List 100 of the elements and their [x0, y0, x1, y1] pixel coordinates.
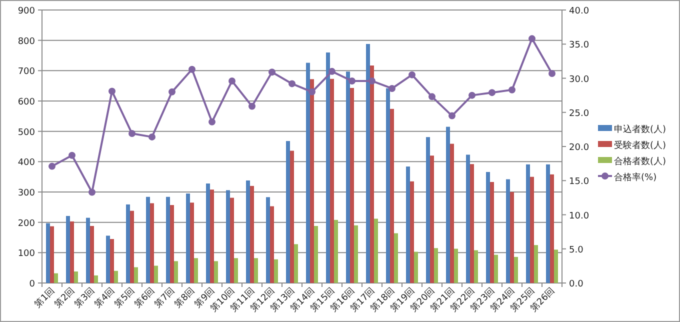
point: [208, 118, 216, 126]
y2-tick-label: 25.0: [569, 108, 590, 119]
bar: [450, 144, 454, 283]
bar: [430, 156, 434, 283]
point: [428, 93, 436, 100]
bar: [194, 258, 198, 283]
bar: [466, 154, 470, 283]
bar: [526, 164, 530, 283]
bar: [274, 259, 278, 283]
bar: [86, 218, 90, 283]
bar: [314, 226, 318, 283]
legend-label: 合格者数(人): [614, 156, 666, 167]
bar: [174, 261, 178, 283]
bar: [330, 78, 334, 283]
y2-tick-label: 20.0: [569, 143, 590, 153]
bar: [250, 186, 254, 283]
bar: [510, 192, 514, 283]
bar: [434, 248, 438, 283]
bar: [50, 226, 54, 283]
bar: [230, 198, 234, 283]
bar: [206, 184, 210, 283]
point: [388, 84, 396, 92]
legend-label: 合格率(%): [614, 172, 657, 183]
bar: [290, 150, 294, 283]
point: [68, 152, 76, 159]
y2-tick-label: 15.0: [569, 177, 590, 188]
bar: [226, 190, 230, 283]
bar: [490, 182, 494, 283]
point: [148, 133, 156, 140]
y-tick-label: 600: [18, 98, 36, 108]
bar: [246, 180, 250, 283]
point: [448, 112, 456, 120]
bar: [154, 266, 158, 283]
bar: [354, 225, 358, 283]
bar: [186, 194, 190, 283]
bar: [94, 275, 98, 283]
point: [328, 68, 336, 75]
point: [288, 80, 296, 88]
bar: [54, 273, 58, 283]
bar: [214, 261, 218, 283]
bar: [494, 254, 498, 283]
bar: [110, 239, 114, 283]
bar: [550, 174, 554, 283]
y2-tick-label: 30.0: [569, 74, 590, 85]
y-tick-label: 300: [18, 188, 36, 198]
bar: [90, 226, 94, 283]
y-tick-label: 800: [18, 36, 36, 47]
bar: [386, 88, 390, 283]
bar: [554, 250, 558, 283]
bar: [370, 66, 374, 283]
bar: [270, 206, 274, 283]
bar: [410, 181, 414, 283]
y-tick-label: 100: [18, 249, 36, 260]
y-tick-label: 900: [18, 6, 36, 16]
y-tick-label: 700: [18, 67, 36, 78]
bar: [166, 196, 170, 283]
bar: [546, 164, 550, 283]
bar: [426, 137, 430, 283]
bar: [486, 172, 490, 283]
y-tick-label: 200: [18, 218, 36, 229]
point: [408, 71, 416, 78]
bar: [286, 141, 290, 283]
point: [188, 66, 196, 73]
bar: [114, 270, 118, 283]
bar: [366, 44, 370, 283]
bar: [210, 190, 214, 283]
y-tick-label: 500: [18, 128, 36, 138]
point: [248, 102, 256, 110]
bar: [514, 256, 518, 283]
point: [488, 89, 496, 96]
bar: [126, 204, 130, 283]
point: [368, 77, 376, 84]
point: [348, 77, 356, 84]
bar: [170, 205, 174, 283]
y-tick-label: 0: [29, 280, 36, 290]
bar: [346, 72, 350, 283]
bar: [254, 258, 258, 283]
bar: [530, 176, 534, 283]
bar: [46, 223, 50, 283]
bar: [134, 267, 138, 283]
point: [548, 70, 556, 77]
y2-tick-label: 10.0: [569, 211, 590, 222]
legend-label: 申込者数(人): [614, 124, 666, 135]
bar: [130, 210, 134, 283]
y2-tick-label: 5.0: [569, 245, 584, 256]
point: [168, 88, 176, 96]
bar: [74, 271, 78, 283]
bar: [334, 220, 338, 283]
point: [528, 35, 536, 42]
bar: [66, 216, 70, 283]
y2-tick-label: 40.0: [569, 6, 590, 16]
bar: [474, 250, 478, 283]
point: [88, 188, 96, 196]
bar: [310, 79, 314, 283]
bar: [534, 245, 538, 283]
bar: [70, 221, 74, 283]
bar: [470, 164, 474, 283]
point: [228, 77, 236, 84]
bar: [294, 244, 298, 283]
bar: [394, 233, 398, 283]
